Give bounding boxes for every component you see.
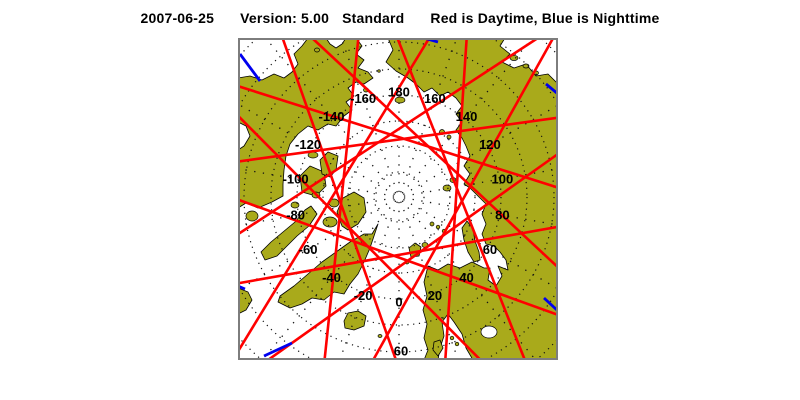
longitude-label: 40 [459,270,473,285]
longitude-label: 160 [424,91,446,106]
plot-title: 2007-06-25 Version: 5.00 Standard Red is Da… [0,10,800,26]
map-layers: -160 -140 -120 -100 -80 -60 -40 -20 0 20 40 60 80 100… [238,38,558,360]
satellite-track-day [323,38,360,360]
landmass-quebec-labrador [238,287,253,315]
landmass-wrangel-island [394,96,406,104]
graticule-latitude-circle [373,171,425,223]
satellite-track-day [238,113,483,360]
landmass-devon-island [322,216,338,228]
longitude-label: -20 [354,288,373,303]
longitude-label: -100 [283,171,309,186]
longitude-label: -80 [286,208,305,223]
longitude-label: 140 [456,109,478,124]
title-date: 2007-06-25 [140,10,215,26]
satellite-track-day [238,38,541,236]
landmass-baltic-island-2 [454,341,460,347]
satellite-track-day [238,225,558,285]
landmass-baltic-island-1 [449,335,455,341]
graticule-latitude-circle [243,41,555,353]
landmass-alaska-arctic-island [314,47,320,53]
longitude-label: -140 [318,109,344,124]
longitude-label: 120 [479,137,501,152]
landmass-kuril-island-1 [509,55,519,61]
satellite-track-night [543,296,558,313]
graticule-latitude-circle [270,68,528,326]
landmass-severnaya-zemlya-1 [442,184,452,192]
satellite-track-day [238,198,558,317]
landmass-kuril-island-2 [522,63,530,69]
satellite-track-day [238,116,558,163]
longitude-label: -120 [295,137,321,152]
graticule-latitude-circle [347,145,451,249]
longitude-label: -60 [299,242,318,257]
landmass-iceland [343,310,367,331]
satellite-track-night [263,341,293,358]
longitude-label: 80 [495,208,509,223]
landmass-franz-josef-land-2 [435,224,441,230]
satellite-track-day [265,152,558,360]
title-version: Version: 5.00 [240,10,330,26]
landmass-eurasia [385,38,558,360]
polar-map-svg: -160 -140 -120 -100 -80 -60 -40 -20 0 20 40 60 80 100… [238,38,558,360]
longitude-label: 0 [395,295,402,310]
longitude-label: 180 [388,85,410,100]
longitude-label: -40 [322,270,341,285]
satellite-track-day [238,38,431,354]
title-mode: Standard [342,10,405,26]
longitude-label: 100 [492,171,514,186]
longitude-label: 20 [428,288,442,303]
landmass-diomede-island [377,69,381,73]
satellite-track-day [443,38,468,360]
satellite-track-day [395,38,527,360]
title-legend: Red is Daytime, Blue is Nighttime [430,10,660,26]
longitude-label: -160 [350,91,376,106]
map-frame [238,38,558,360]
landmass-southampton-island [245,210,259,222]
water-lake-ladoga-gulf [480,325,498,339]
landmass-faroe-islands [377,334,383,338]
satellite-track-night [238,53,262,82]
longitude-label: 60 [483,242,497,257]
satellite-track-day [310,38,558,270]
landmass-franz-josef-land-1 [429,221,435,227]
latitude-label: 60 [394,344,408,359]
landmass-ellesmere-island [336,191,367,231]
satellite-track-day [371,38,555,360]
landmass-greenland [277,223,379,309]
polar-map: -160 -140 -120 -100 -80 -60 -40 -20 0 20 40 60 80 100… [238,38,558,360]
graticule-latitude-circle [322,120,476,274]
